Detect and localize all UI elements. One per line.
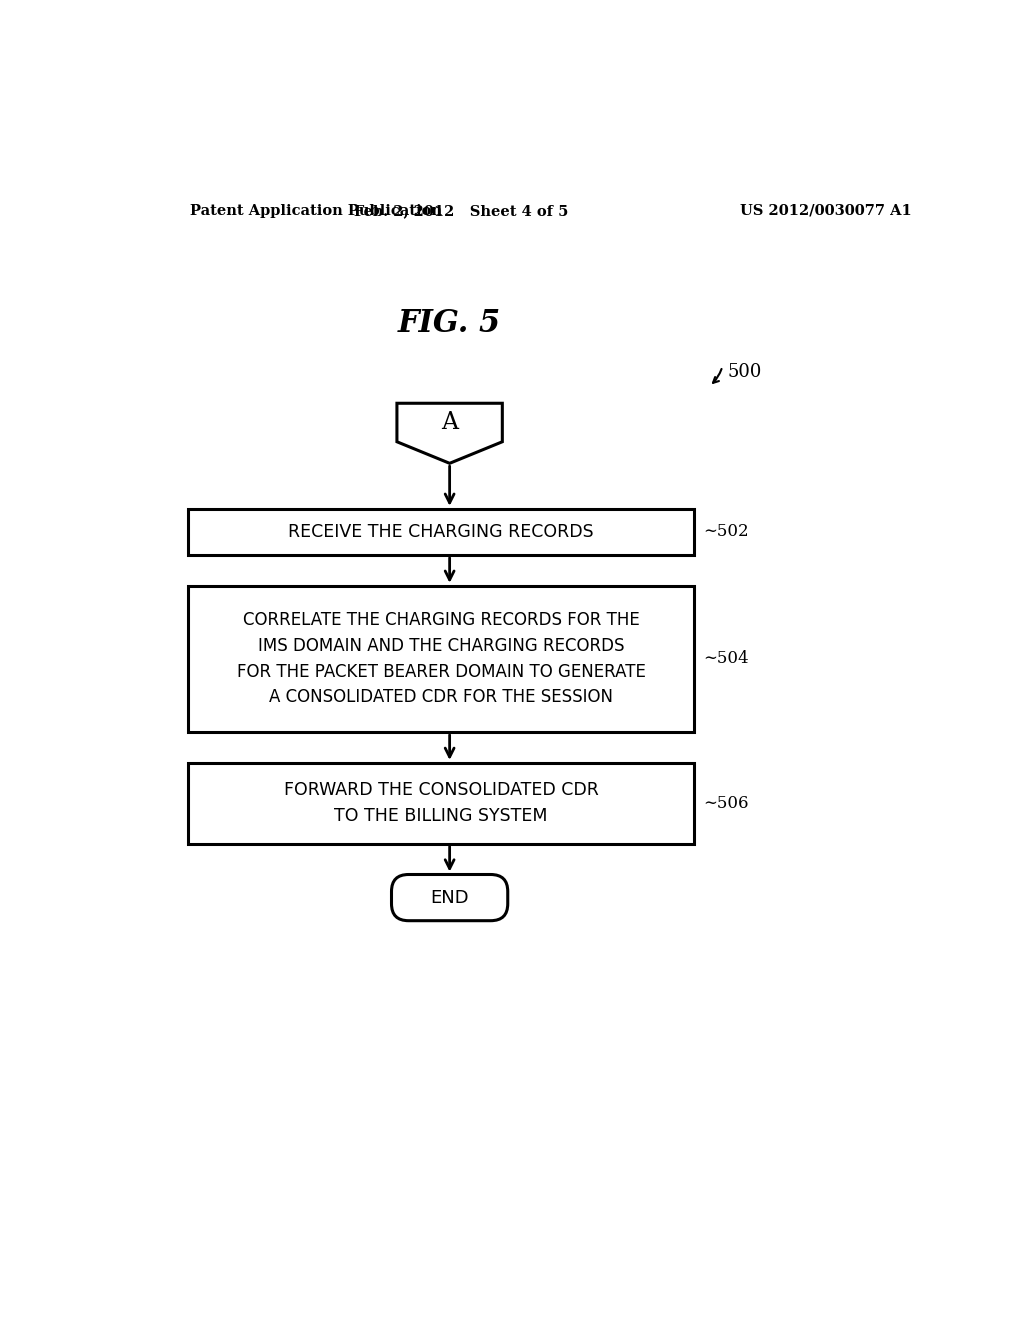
Text: ∼506: ∼506 xyxy=(703,795,749,812)
Text: END: END xyxy=(430,888,469,907)
Text: US 2012/0030077 A1: US 2012/0030077 A1 xyxy=(739,203,911,218)
FancyBboxPatch shape xyxy=(188,763,693,843)
Text: ∼502: ∼502 xyxy=(703,523,749,540)
FancyBboxPatch shape xyxy=(188,586,693,733)
Text: RECEIVE THE CHARGING RECORDS: RECEIVE THE CHARGING RECORDS xyxy=(289,523,594,541)
Text: FIG. 5: FIG. 5 xyxy=(398,309,502,339)
FancyBboxPatch shape xyxy=(391,875,508,921)
Text: CORRELATE THE CHARGING RECORDS FOR THE
IMS DOMAIN AND THE CHARGING RECORDS
FOR T: CORRELATE THE CHARGING RECORDS FOR THE I… xyxy=(237,611,645,706)
Text: FORWARD THE CONSOLIDATED CDR
TO THE BILLING SYSTEM: FORWARD THE CONSOLIDATED CDR TO THE BILL… xyxy=(284,781,599,825)
Text: Feb. 2, 2012   Sheet 4 of 5: Feb. 2, 2012 Sheet 4 of 5 xyxy=(354,203,568,218)
Text: 500: 500 xyxy=(727,363,762,381)
Text: ∼504: ∼504 xyxy=(703,651,749,668)
Text: Patent Application Publication: Patent Application Publication xyxy=(190,203,442,218)
FancyBboxPatch shape xyxy=(188,508,693,554)
Text: A: A xyxy=(441,411,458,434)
Polygon shape xyxy=(397,404,503,463)
